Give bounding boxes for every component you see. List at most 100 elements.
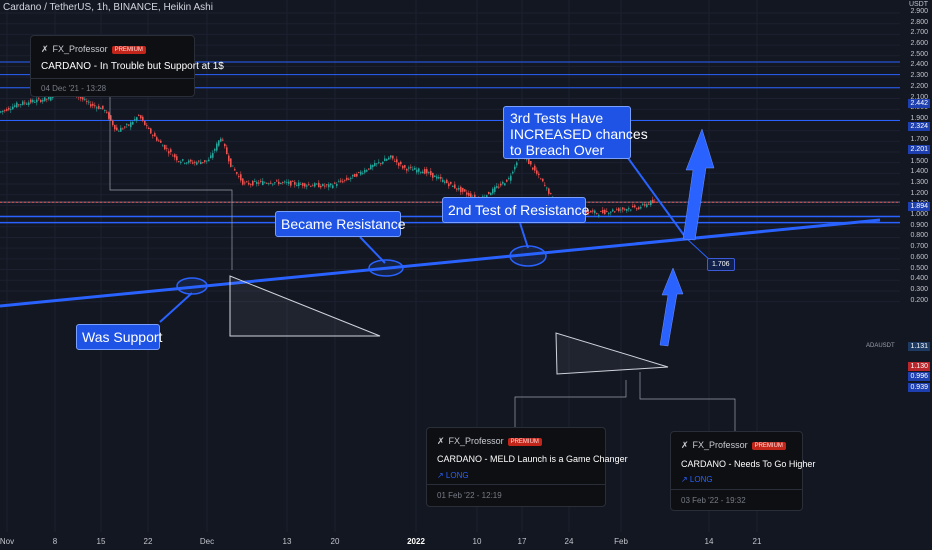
callout-third-test[interactable]: 3rd Tests Have INCREASED chances to Brea… xyxy=(503,106,648,159)
candle-body xyxy=(196,162,198,165)
price-tick-label: 0.600 xyxy=(910,253,928,261)
candle-body xyxy=(348,178,350,180)
idea-card-long-tag: ↗ LONG xyxy=(681,475,713,484)
candle-body xyxy=(466,192,468,195)
candle-body xyxy=(304,183,306,187)
candle-body xyxy=(214,149,216,151)
candle-body xyxy=(118,130,120,132)
price-tick-label: 0.700 xyxy=(910,243,928,251)
candle-body xyxy=(86,101,88,102)
candle-body xyxy=(120,127,122,132)
descending-triangle-1 xyxy=(229,275,381,337)
premium-badge: PREMIUM xyxy=(507,438,542,446)
breakout-arrow-large xyxy=(682,128,715,241)
candle-body xyxy=(496,186,498,188)
candle-body xyxy=(638,207,640,210)
idea-card-3[interactable]: ✗ FX_Professor PREMIUM CARDANO - Needs To … xyxy=(670,431,815,511)
candle-body xyxy=(316,183,318,185)
candle-body xyxy=(490,193,492,196)
candle-body xyxy=(24,102,26,104)
candle-body xyxy=(366,170,368,172)
candle-body xyxy=(328,184,330,188)
candle-body xyxy=(412,169,414,171)
candle-body xyxy=(272,183,274,185)
candle-body xyxy=(526,158,528,160)
callout-second-test[interactable]: 2nd Test of Resistance xyxy=(442,197,589,223)
candle-body xyxy=(516,162,518,166)
candle-body xyxy=(256,182,258,184)
idea-card-author[interactable]: ✗ FX_Professor PREMIUM xyxy=(437,436,542,447)
idea-card-title[interactable]: CARDANO - Needs To Go Higher xyxy=(681,459,816,469)
candle-body xyxy=(190,159,192,162)
candle-body xyxy=(166,147,168,149)
candle-body xyxy=(292,180,294,182)
candle-body xyxy=(198,160,200,162)
candles xyxy=(0,64,656,218)
candle-body xyxy=(162,145,164,147)
price-tick-label: 2.100 xyxy=(910,93,928,101)
candle-body xyxy=(360,171,362,175)
candle-body xyxy=(252,181,254,186)
candle-body xyxy=(588,211,590,213)
candle-body xyxy=(278,181,280,185)
touch-ellipse-support xyxy=(176,277,208,295)
candle-body xyxy=(536,170,538,174)
candle-body xyxy=(130,122,132,128)
candle-body xyxy=(596,212,598,214)
price-tick-label: 2.400 xyxy=(910,61,928,69)
time-tick-label: 17 xyxy=(517,537,527,546)
price-tick-label: 0.800 xyxy=(910,232,928,240)
candle-body xyxy=(102,105,104,109)
candle-body xyxy=(208,159,210,162)
idea-card-2[interactable]: ✗ FX_Professor PREMIUM CARDANO - MELD Laun… xyxy=(426,427,628,507)
candle-body xyxy=(160,140,162,143)
candle-body xyxy=(338,181,340,183)
callout-leader xyxy=(627,157,687,239)
candle-body xyxy=(302,182,304,186)
candle-body xyxy=(444,181,446,183)
callout-leader xyxy=(359,236,386,264)
candle-body xyxy=(368,168,370,170)
candle-body xyxy=(646,204,648,207)
candle-body xyxy=(98,105,100,109)
candle-body xyxy=(42,100,44,102)
candle-body xyxy=(334,182,336,184)
candle-body xyxy=(642,203,644,205)
idea-card-title[interactable]: CARDANO - In Trouble but Support at 1$ xyxy=(41,61,224,72)
callout-was-support[interactable]: Was Support xyxy=(76,324,162,350)
callout-became-resistance[interactable]: Became Resistance xyxy=(275,211,406,237)
candle-body xyxy=(326,184,328,186)
candle-body xyxy=(84,99,86,100)
candle-body xyxy=(392,155,394,159)
candle-body xyxy=(530,161,532,165)
candle-body xyxy=(418,168,420,172)
candle-body xyxy=(654,201,656,203)
candle-body xyxy=(244,182,246,184)
idea-card-author[interactable]: ✗ FX_Professor PREMIUM xyxy=(41,44,146,55)
candle-body xyxy=(406,168,408,171)
price-tick-label: 0.900 xyxy=(910,221,928,229)
candle-body xyxy=(312,185,314,187)
candle-body xyxy=(80,96,82,99)
candle-body xyxy=(82,97,84,100)
price-tick-label: 1.400 xyxy=(910,168,928,176)
price-tick-label: 2.300 xyxy=(910,72,928,80)
candle-body xyxy=(142,116,144,121)
candle-body xyxy=(622,207,624,210)
candle-body xyxy=(450,181,452,184)
idea-card-author[interactable]: ✗ FX_Professor PREMIUM xyxy=(681,440,786,451)
touch-ellipse-resistance xyxy=(368,259,404,277)
price-tick-label: 1.300 xyxy=(910,179,928,187)
candle-body xyxy=(268,183,270,185)
idea-card-title[interactable]: CARDANO - MELD Launch is a Game Changer xyxy=(437,454,628,464)
candle-body xyxy=(216,143,218,151)
candle-body xyxy=(506,179,508,182)
candle-body xyxy=(514,166,516,170)
candle-body xyxy=(150,128,152,134)
time-tick-label: 24 xyxy=(564,537,574,546)
idea-card-1[interactable]: ✗ FX_Professor PREMIUM CARDANO - In Troubl… xyxy=(30,35,224,97)
candle-body xyxy=(238,176,240,177)
time-tick-label: 14 xyxy=(704,537,714,546)
price-tick-label: 2.500 xyxy=(910,50,928,58)
candle-body xyxy=(178,161,180,163)
